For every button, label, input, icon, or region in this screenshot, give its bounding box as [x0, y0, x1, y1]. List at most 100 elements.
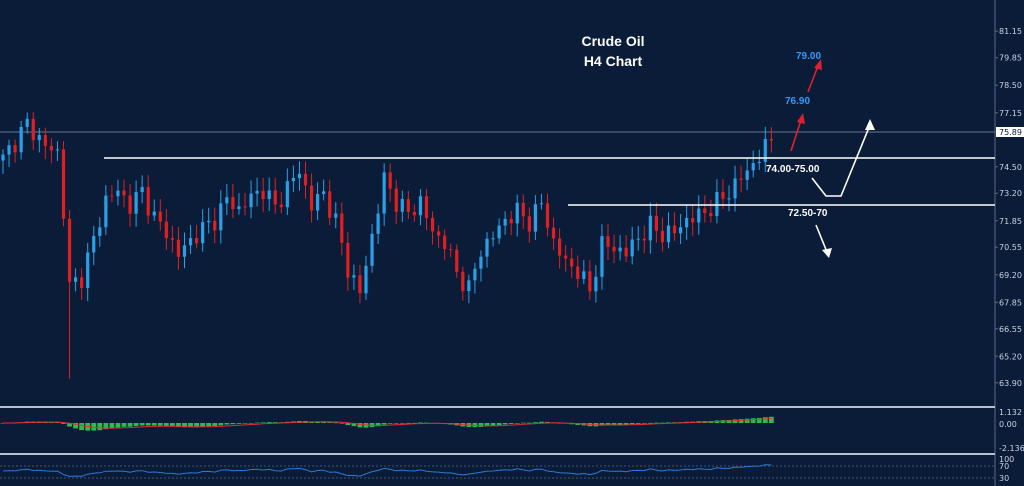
macd-bar	[750, 418, 756, 423]
candle-body	[558, 238, 562, 256]
macd-bar	[272, 422, 278, 423]
candle-body	[309, 185, 314, 211]
support-level-label: 72.50-70	[788, 208, 828, 219]
candle-body	[709, 212, 713, 217]
candle-body	[7, 145, 11, 155]
rsi-tick-100: 100	[999, 455, 1014, 464]
candle-body	[134, 192, 138, 214]
candle-body	[455, 249, 459, 272]
candle-body	[140, 187, 144, 193]
candle-body	[128, 195, 132, 214]
candle-body	[213, 220, 217, 231]
candle-body	[237, 206, 241, 210]
candle-body	[158, 211, 162, 222]
candle-body	[328, 191, 332, 218]
candle-body	[703, 208, 707, 213]
candle-body	[303, 173, 308, 186]
candle-body	[67, 218, 72, 282]
candle-body	[545, 203, 550, 228]
candle-body	[182, 245, 187, 257]
macd-bar	[629, 423, 635, 425]
candle-body	[763, 138, 767, 162]
macd-bar	[115, 423, 121, 428]
candle-body	[104, 195, 108, 228]
macd-bar	[176, 423, 181, 428]
candle-body	[412, 211, 416, 216]
macd-bar	[121, 423, 127, 427]
candle-body	[146, 187, 150, 216]
price-tick-label: 77.15	[999, 109, 1022, 118]
candle-body	[430, 217, 435, 232]
candle-body	[322, 191, 326, 195]
candle-body	[225, 197, 229, 204]
macd-bar	[97, 423, 103, 431]
candle-body	[721, 192, 725, 199]
macd-bar	[484, 423, 490, 427]
rsi-tick-30: 30	[999, 474, 1009, 483]
candle-body	[624, 247, 628, 257]
candle-body	[219, 203, 223, 231]
macd-bar	[212, 423, 218, 427]
macd-bar	[91, 423, 97, 431]
candle-body	[612, 246, 616, 252]
candle-body	[424, 196, 429, 218]
candle-body	[630, 239, 634, 257]
candle-body	[551, 227, 556, 239]
candle-body	[503, 218, 507, 226]
candle-body	[188, 238, 193, 246]
macd-bar	[79, 423, 85, 431]
bearish-scenario-arrow	[815, 224, 828, 253]
candle-body	[715, 192, 719, 217]
candle-body	[152, 211, 156, 216]
macd-bar	[351, 423, 357, 427]
candle-body	[461, 271, 465, 292]
candle-body	[243, 206, 247, 208]
macd-bar	[478, 423, 484, 427]
macd-bar	[508, 423, 514, 424]
macd-bar	[387, 423, 393, 424]
macd-bar	[660, 422, 665, 424]
candlestick-series	[1, 112, 773, 379]
candle-body	[43, 135, 47, 146]
macd-bar	[151, 423, 157, 426]
candle-body	[164, 221, 168, 239]
candle-body	[660, 230, 665, 243]
target-arrow-1-head	[797, 113, 805, 124]
macd-bar	[145, 423, 151, 426]
candle-body	[467, 280, 471, 292]
macd-bar	[381, 423, 387, 425]
price-tick-label: 70.55	[999, 243, 1022, 252]
candle-body	[13, 145, 17, 153]
macd-bar	[393, 423, 399, 424]
candle-body	[170, 238, 174, 240]
target-2-label: 79.00	[796, 51, 821, 62]
candle-body	[449, 249, 453, 251]
macd-tick-high: 1.132	[999, 408, 1022, 417]
candle-body	[418, 196, 423, 216]
candle-body	[334, 213, 338, 218]
macd-bar	[109, 423, 115, 429]
candle-body	[521, 202, 525, 217]
macd-bar	[321, 421, 327, 423]
candle-body	[479, 256, 483, 269]
macd-tick-zero: 0.00	[999, 420, 1017, 429]
candle-body	[564, 255, 568, 259]
macd-bar	[266, 422, 272, 423]
candle-body	[533, 204, 537, 232]
candle-body	[279, 204, 283, 208]
candle-body	[485, 238, 489, 257]
price-tick-label: 73.20	[999, 189, 1022, 198]
macd-bar	[599, 423, 605, 426]
macd-bar	[327, 422, 333, 423]
candle-body	[316, 194, 320, 211]
candle-body	[261, 190, 265, 199]
macd-bar	[260, 422, 266, 424]
macd-bar	[418, 422, 423, 424]
candle-body	[61, 149, 66, 219]
candle-body	[745, 170, 749, 180]
macd-bar	[248, 423, 254, 424]
macd-bar	[206, 423, 212, 427]
target-arrow-1	[790, 119, 802, 152]
price-tick-label: 65.20	[999, 352, 1022, 361]
